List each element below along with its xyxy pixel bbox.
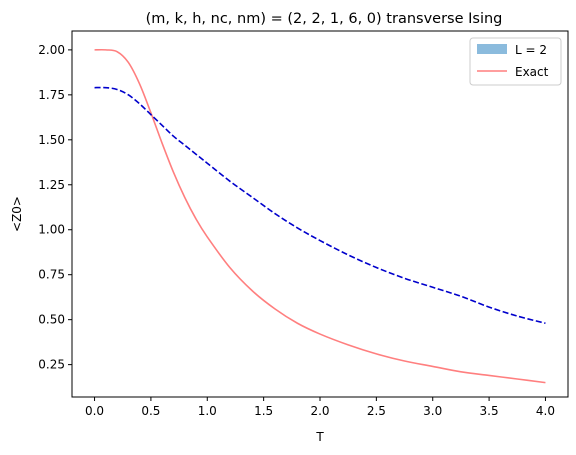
y-axis-label: <Z0> xyxy=(10,196,24,232)
x-tick-label: 3.0 xyxy=(423,404,442,418)
x-axis: 0.0 0.5 1.0 1.5 2.0 2.5 3.0 3.5 4.0 xyxy=(85,397,555,418)
x-axis-label: T xyxy=(315,430,324,444)
y-tick-label: 1.25 xyxy=(38,178,65,192)
y-tick-label: 1.50 xyxy=(38,133,65,147)
chart-title: (m, k, h, nc, nm) = (2, 2, 1, 6, 0) tran… xyxy=(146,11,503,27)
plot-area xyxy=(72,31,568,397)
x-tick-label: 3.5 xyxy=(480,404,499,418)
x-tick-label: 2.0 xyxy=(310,404,329,418)
y-tick-label: 0.25 xyxy=(38,358,65,372)
y-axis: 0.25 0.50 0.75 1.00 1.25 1.50 1.75 2.00 xyxy=(38,43,72,372)
series-layer xyxy=(94,48,546,384)
legend: L = 2 Exact xyxy=(469,37,562,86)
legend-label-exact: Exact xyxy=(515,65,549,79)
x-tick-label: 1.0 xyxy=(198,404,217,418)
y-tick-label: 0.75 xyxy=(38,268,65,282)
legend-swatch-l2 xyxy=(477,44,507,54)
y-tick-label: 1.00 xyxy=(38,223,65,237)
legend-label-l2: L = 2 xyxy=(515,43,547,57)
x-tick-label: 1.5 xyxy=(254,404,273,418)
x-tick-label: 2.5 xyxy=(367,404,386,418)
x-tick-label: 4.0 xyxy=(536,404,555,418)
x-tick-label: 0.5 xyxy=(141,404,160,418)
series-line-l-2 xyxy=(94,86,546,325)
series-line-exact xyxy=(94,48,546,384)
x-tick-label: 0.0 xyxy=(85,404,104,418)
y-tick-label: 1.75 xyxy=(38,88,65,102)
y-tick-label: 0.50 xyxy=(38,313,65,327)
y-tick-label: 2.00 xyxy=(38,43,65,57)
